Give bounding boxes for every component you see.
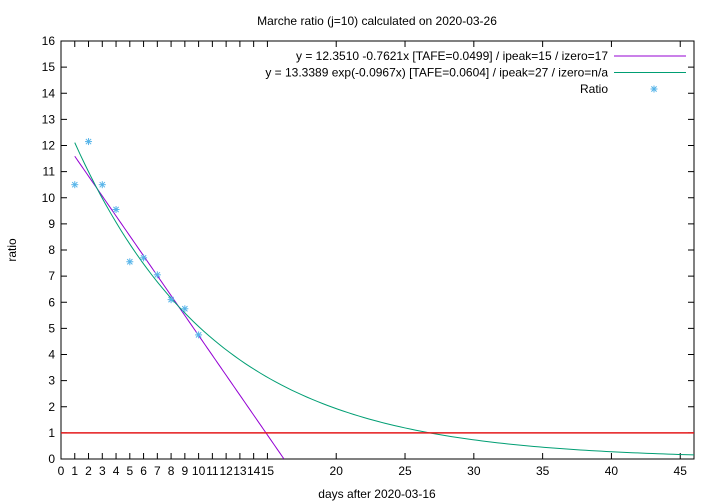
x-tick-label: 20 (330, 464, 344, 478)
y-tick-label: 5 (48, 321, 55, 335)
star-stroke (113, 206, 120, 213)
x-tick-label: 12 (219, 464, 233, 478)
x-axis-label: days after 2020-03-16 (318, 487, 436, 501)
star-stroke (651, 86, 657, 92)
x-tick-label: 45 (674, 464, 688, 478)
x-tick-label: 14 (247, 464, 261, 478)
x-tick-label: 7 (154, 464, 161, 478)
plot-frame (60, 40, 695, 460)
x-tick-label: 1 (71, 464, 78, 478)
x-tick-label: 8 (168, 464, 175, 478)
y-tick-label: 6 (48, 295, 55, 309)
y-tick-label: 2 (48, 400, 55, 414)
axis-ticks: 0 1 2 3 4 5 6 7 8 9 10 11 12 13 14 15 20 25 30 35 40 45012345… (42, 34, 694, 478)
legend: y = 12.3510 -0.7621x [TAFE=0.0499] / ipe… (265, 49, 686, 96)
y-tick-label: 14 (42, 86, 56, 100)
star-stroke (154, 271, 161, 278)
x-tick-label: 10 (192, 464, 206, 478)
y-tick-label: 13 (42, 112, 56, 126)
y-tick-label: 1 (48, 426, 55, 440)
data-point (195, 331, 203, 339)
legend-label: Ratio (580, 82, 608, 96)
y-tick-label: 3 (48, 374, 55, 388)
chart-title: Marche ratio (j=10) calculated on 2020-0… (257, 14, 497, 28)
y-tick-label: 8 (48, 243, 55, 257)
data-point (71, 181, 79, 189)
data-point (85, 138, 93, 146)
x-tick-label: 11 (206, 464, 219, 478)
x-tick-label: 3 (99, 464, 106, 478)
x-tick-label: 13 (233, 464, 247, 478)
data-point (153, 271, 161, 279)
x-tick-label: 0 (58, 464, 65, 478)
star-stroke (85, 138, 92, 145)
y-tick-label: 15 (42, 60, 56, 74)
series-line-1 (74, 142, 694, 456)
x-tick-label: 40 (605, 464, 619, 478)
x-tick-label: 6 (140, 464, 147, 478)
data-point (140, 254, 148, 262)
y-axis-label: ratio (5, 238, 19, 262)
data-point (167, 296, 175, 304)
star-stroke (181, 305, 188, 312)
star-stroke (195, 331, 202, 338)
star-stroke (140, 254, 147, 261)
data-point (126, 258, 134, 266)
x-tick-label: 4 (113, 464, 120, 478)
data-point (98, 181, 106, 189)
y-tick-label: 11 (43, 165, 56, 179)
y-tick-label: 9 (48, 217, 55, 231)
y-tick-label: 12 (42, 139, 56, 153)
star-stroke (126, 258, 133, 265)
x-tick-label: 9 (182, 464, 189, 478)
x-tick-label: 2 (85, 464, 92, 478)
series-marks (61, 138, 694, 459)
y-tick-label: 4 (48, 348, 55, 362)
y-tick-label: 0 (48, 452, 55, 466)
x-tick-label: 25 (398, 464, 412, 478)
data-point (112, 206, 120, 214)
star-stroke (99, 181, 106, 188)
star-stroke (168, 296, 175, 303)
star-stroke (71, 181, 78, 188)
y-tick-label: 16 (42, 34, 56, 48)
legend-swatch (650, 85, 658, 93)
y-tick-label: 10 (42, 191, 56, 205)
y-tick-label: 7 (48, 269, 55, 283)
data-point (181, 305, 189, 313)
legend-label: y = 12.3510 -0.7621x [TAFE=0.0499] / ipe… (296, 49, 608, 63)
x-tick-label: 30 (467, 464, 481, 478)
x-tick-label: 5 (126, 464, 133, 478)
x-tick-label: 15 (261, 464, 275, 478)
legend-label: y = 13.3389 exp(-0.0967x) [TAFE=0.0604] … (265, 66, 608, 80)
x-tick-label: 35 (536, 464, 550, 478)
